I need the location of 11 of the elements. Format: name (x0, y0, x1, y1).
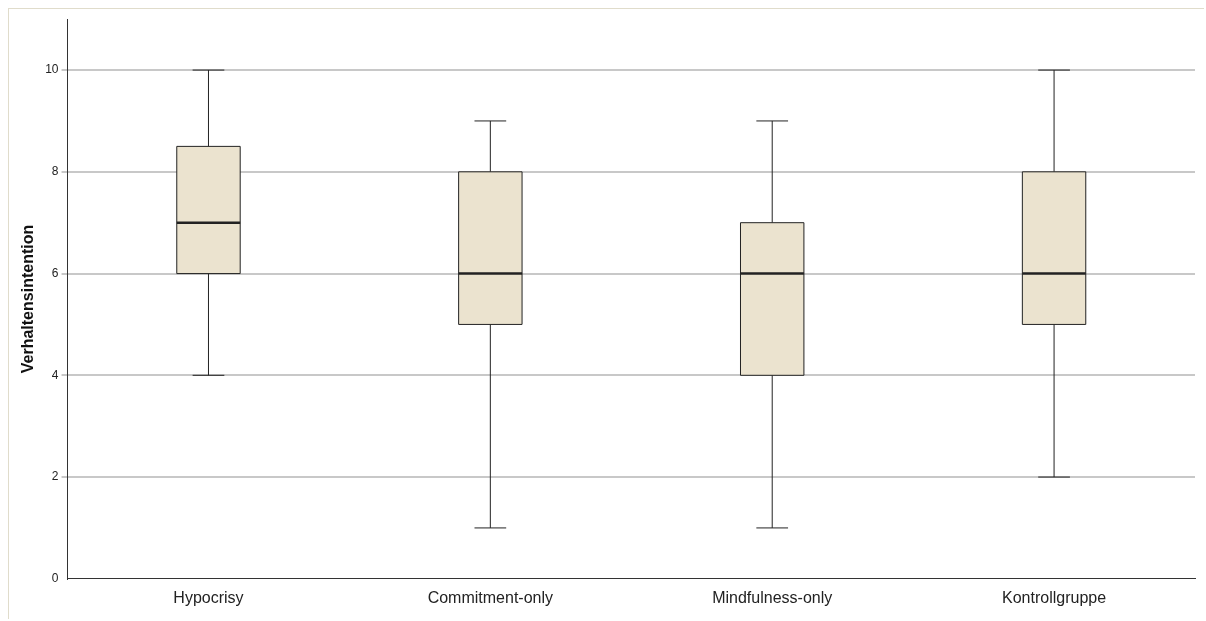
y-tick-label: 8 (51, 164, 59, 179)
y-tick-label: 4 (51, 367, 59, 382)
y-axis-title: Verhaltensintention (19, 224, 37, 374)
x-tick-label: Kontrollgruppe (1002, 588, 1107, 606)
y-tick-label: 6 (51, 265, 59, 280)
y-tick-label: 0 (51, 571, 59, 586)
x-tick-label: Commitment-only (427, 588, 554, 606)
x-tick-label: Hypocrisy (173, 588, 244, 606)
y-tick-label: 10 (45, 62, 59, 77)
x-tick-label: Mindfulness-only (712, 588, 833, 606)
y-tick-label: 2 (51, 469, 59, 484)
